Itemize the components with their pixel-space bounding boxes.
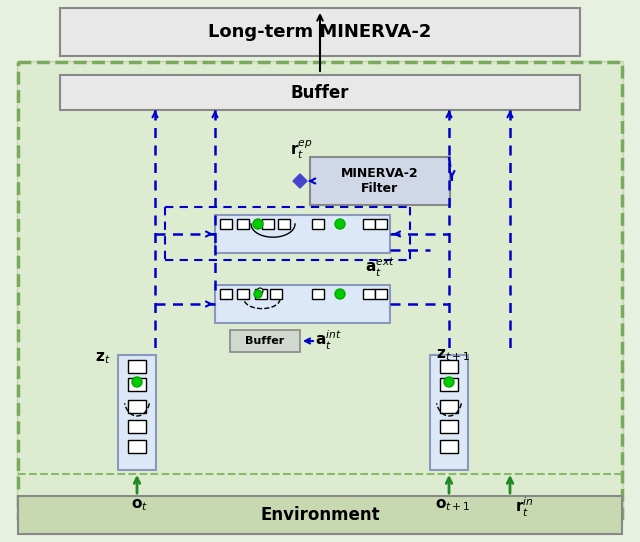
Bar: [18, 496, 622, 534]
Bar: [128, 378, 146, 391]
Bar: [18, 62, 622, 518]
Circle shape: [257, 288, 263, 294]
Bar: [430, 355, 468, 470]
Bar: [440, 360, 458, 373]
Bar: [237, 289, 249, 299]
Bar: [363, 219, 375, 229]
Circle shape: [254, 290, 262, 298]
Text: $\mathbf{z}_t$: $\mathbf{z}_t$: [95, 350, 111, 366]
Text: Buffer: Buffer: [245, 336, 285, 346]
Bar: [237, 219, 249, 229]
Bar: [310, 157, 450, 205]
Circle shape: [253, 219, 263, 229]
Circle shape: [132, 377, 142, 387]
Bar: [440, 400, 458, 413]
Bar: [215, 285, 390, 323]
Bar: [220, 289, 232, 299]
Polygon shape: [293, 174, 307, 188]
Bar: [440, 420, 458, 433]
Bar: [118, 355, 156, 470]
Bar: [128, 400, 146, 413]
Text: MINERVA-2
Filter: MINERVA-2 Filter: [341, 167, 419, 195]
Text: $\mathbf{a}_t^{ext}$: $\mathbf{a}_t^{ext}$: [365, 255, 395, 279]
Text: Environment: Environment: [260, 506, 380, 524]
Bar: [278, 219, 290, 229]
Bar: [440, 440, 458, 453]
Text: Long-term MINERVA-2: Long-term MINERVA-2: [208, 23, 432, 41]
Bar: [363, 289, 375, 299]
Bar: [440, 378, 458, 391]
Text: $\mathbf{z}_{t+1}$: $\mathbf{z}_{t+1}$: [436, 347, 470, 363]
Bar: [230, 330, 300, 352]
Text: $\mathbf{r}_t^{ep}$: $\mathbf{r}_t^{ep}$: [290, 139, 312, 162]
Text: $\mathbf{o}_{t+1}$: $\mathbf{o}_{t+1}$: [435, 497, 471, 513]
Circle shape: [335, 289, 345, 299]
Bar: [18, 62, 622, 518]
Bar: [128, 440, 146, 453]
Bar: [375, 219, 387, 229]
Bar: [128, 420, 146, 433]
Bar: [270, 289, 282, 299]
Bar: [255, 289, 267, 299]
Bar: [262, 219, 274, 229]
Bar: [220, 219, 232, 229]
Text: Buffer: Buffer: [291, 83, 349, 101]
Text: $\mathbf{o}_t$: $\mathbf{o}_t$: [131, 497, 148, 513]
Bar: [60, 8, 580, 56]
Circle shape: [444, 377, 454, 387]
Bar: [375, 289, 387, 299]
Bar: [312, 289, 324, 299]
Circle shape: [335, 219, 345, 229]
Text: $\mathbf{r}_t^{in}$: $\mathbf{r}_t^{in}$: [515, 495, 533, 519]
Bar: [60, 75, 580, 110]
Bar: [312, 219, 324, 229]
Text: $\mathbf{a}_t^{int}$: $\mathbf{a}_t^{int}$: [315, 328, 342, 352]
Bar: [128, 360, 146, 373]
Bar: [215, 215, 390, 253]
